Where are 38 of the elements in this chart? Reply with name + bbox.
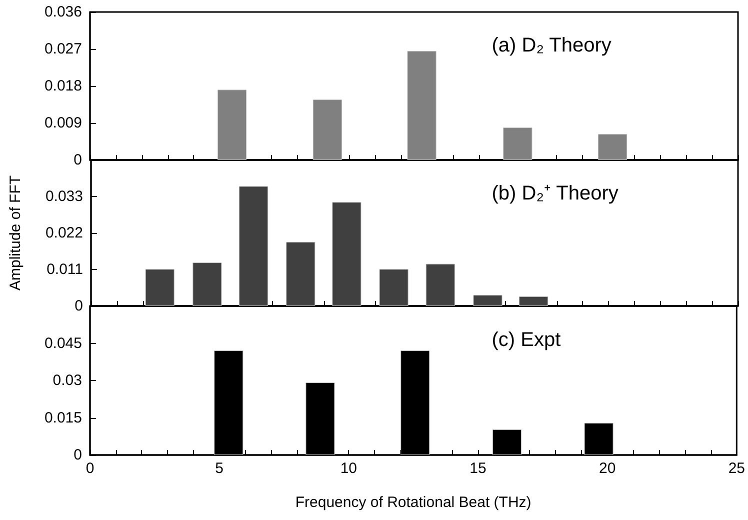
bar <box>407 51 436 160</box>
annotation: (c) Expt <box>492 328 562 351</box>
bar <box>332 202 362 306</box>
bar <box>145 269 174 306</box>
y-tick-label: 0.03 <box>52 372 82 389</box>
bar <box>598 134 628 160</box>
x-axis-title: Frequency of Rotational Beat (THz) <box>295 494 532 511</box>
y-tick-label: 0 <box>74 446 82 464</box>
bar <box>312 100 342 160</box>
y-axis-title: Amplitude of FFT <box>7 175 24 291</box>
y-tick-label: 0.033 <box>45 188 83 205</box>
bar <box>218 90 247 160</box>
x-tick-label: 0 <box>86 460 94 477</box>
y-tick-label: 0.011 <box>46 261 83 278</box>
annotation: (a) D₂ Theory <box>492 34 612 57</box>
bar <box>286 242 316 306</box>
bar <box>426 264 455 306</box>
y-tick-label: 0 <box>74 298 83 314</box>
y-tick-label: 0 <box>74 152 82 168</box>
y-tick-label: 0.027 <box>44 40 82 58</box>
y-tick-label: 0.009 <box>44 114 82 132</box>
y-tick-label: 0.015 <box>44 409 82 426</box>
y-tick-label: 0.018 <box>44 78 82 94</box>
bar <box>239 186 268 306</box>
bar <box>379 269 408 306</box>
x-tick-label: 5 <box>215 460 224 477</box>
bar <box>473 295 502 306</box>
x-tick-label: 10 <box>340 460 358 477</box>
y-tick-label: 0.036 <box>44 4 82 20</box>
annotation: (b) D₂⁺ Theory <box>492 182 618 204</box>
x-tick-label: 25 <box>728 460 745 477</box>
y-tick-label: 0.045 <box>44 334 82 352</box>
bar <box>519 296 548 306</box>
bar <box>192 262 222 306</box>
bar <box>503 128 532 160</box>
x-tick-label: 15 <box>470 460 486 477</box>
y-tick-label: 0.022 <box>45 224 83 242</box>
x-tick-label: 20 <box>598 460 616 477</box>
